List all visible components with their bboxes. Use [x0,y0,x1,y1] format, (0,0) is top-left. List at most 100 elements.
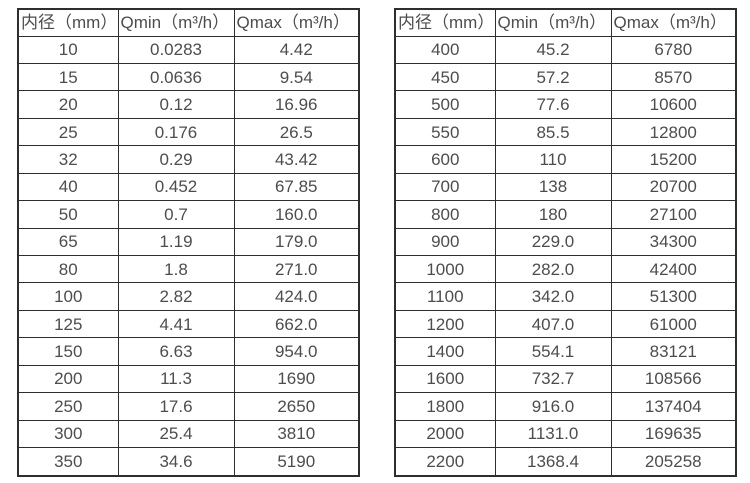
table-cell: 160.0 [233,200,360,229]
table-cell: 11.3 [117,364,235,394]
table-cell: 1200 [394,309,496,339]
table-cell: 42400 [610,254,737,284]
table-cell: 61000 [610,309,737,339]
table-row: 1100 342.0 51300 [394,282,737,311]
table-cell: 150 [17,337,119,366]
table-cell: 0.0636 [117,62,235,92]
table-cell: 40 [17,172,119,202]
table-cell: 20700 [610,172,737,202]
table-cell: 732.7 [494,364,612,394]
table-cell: 17.6 [117,392,235,421]
table-row: 80 1.8 271.0 [17,254,360,284]
flow-table-small-diameters: 内径（mm） Qmin（m³/h） Qmax（m³/h） 10 0.0283 4.42 1… [17,8,360,477]
table-cell: 1600 [394,364,496,394]
table-cell: 0.29 [117,145,235,174]
table-row: 550 85.5 12800 [394,117,737,147]
column-header: 内径（mm） [394,8,496,37]
table-cell: 80 [17,254,119,284]
table-cell: 25.4 [117,419,235,449]
table-cell: 4.42 [233,35,360,64]
table-cell: 342.0 [494,282,612,311]
table-cell: 3810 [233,419,360,449]
table-cell: 0.176 [117,117,235,147]
table-row: 1000 282.0 42400 [394,254,737,284]
table-cell: 1690 [233,364,360,394]
table-cell: 34300 [610,227,737,257]
table-cell: 9.54 [233,62,360,92]
table-cell: 125 [17,309,119,339]
table-row: 15 0.0636 9.54 [17,62,360,92]
table-row: 1800 916.0 137404 [394,392,737,421]
table-header-row: 内径（mm） Qmin（m³/h） Qmax（m³/h） [17,8,360,37]
table-cell: 45.2 [494,35,612,64]
table-cell: 50 [17,200,119,229]
table-row: 10 0.0283 4.42 [17,35,360,64]
table-row: 2200 1368.4 205258 [394,447,737,477]
table-cell: 10600 [610,90,737,119]
table-cell: 450 [394,62,496,92]
table-row: 300 25.4 3810 [17,419,360,449]
table-cell: 138 [494,172,612,202]
table-cell: 205258 [610,447,737,477]
table-cell: 108566 [610,364,737,394]
table-cell: 65 [17,227,119,257]
table-cell: 2650 [233,392,360,421]
table-cell: 137404 [610,392,737,421]
table-cell: 12800 [610,117,737,147]
column-header: Qmax（m³/h） [233,8,360,37]
table-cell: 700 [394,172,496,202]
table-row: 20 0.12 16.96 [17,90,360,119]
table-cell: 350 [17,447,119,477]
table-cell: 0.7 [117,200,235,229]
table-cell: 16.96 [233,90,360,119]
table-cell: 2.82 [117,282,235,311]
table-cell: 34.6 [117,447,235,477]
table-cell: 51300 [610,282,737,311]
table-cell: 954.0 [233,337,360,366]
table-row: 200 11.3 1690 [17,364,360,394]
table-cell: 2000 [394,419,496,449]
table-cell: 550 [394,117,496,147]
table-row: 40 0.452 67.85 [17,172,360,202]
table-cell: 15200 [610,145,737,174]
table-cell: 6.63 [117,337,235,366]
table-cell: 916.0 [494,392,612,421]
table-cell: 250 [17,392,119,421]
table-cell: 200 [17,364,119,394]
table-row: 150 6.63 954.0 [17,337,360,366]
table-cell: 10 [17,35,119,64]
table-row: 2000 1131.0 169635 [394,419,737,449]
table-cell: 1368.4 [494,447,612,477]
table-row: 65 1.19 179.0 [17,227,360,257]
table-cell: 424.0 [233,282,360,311]
table-row: 125 4.41 662.0 [17,309,360,339]
table-cell: 180 [494,200,612,229]
table-cell: 1400 [394,337,496,366]
table-row: 800 180 27100 [394,200,737,229]
table-cell: 1800 [394,392,496,421]
table-header-row: 内径（mm） Qmin（m³/h） Qmax（m³/h） [394,8,737,37]
table-cell: 229.0 [494,227,612,257]
table-cell: 662.0 [233,309,360,339]
table-cell: 27100 [610,200,737,229]
column-header: Qmin（m³/h） [117,8,235,37]
table-cell: 179.0 [233,227,360,257]
column-header: 内径（mm） [17,8,119,37]
table-row: 250 17.6 2650 [17,392,360,421]
table-cell: 110 [494,145,612,174]
table-cell: 800 [394,200,496,229]
table-row: 600 110 15200 [394,145,737,174]
table-cell: 83121 [610,337,737,366]
table-cell: 32 [17,145,119,174]
table-row: 350 34.6 5190 [17,447,360,477]
table-cell: 600 [394,145,496,174]
table-cell: 6780 [610,35,737,64]
table-cell: 20 [17,90,119,119]
column-header: Qmax（m³/h） [610,8,737,37]
table-row: 900 229.0 34300 [394,227,737,257]
table-cell: 43.42 [233,145,360,174]
table-row: 25 0.176 26.5 [17,117,360,147]
table-cell: 5190 [233,447,360,477]
table-row: 400 45.2 6780 [394,35,737,64]
